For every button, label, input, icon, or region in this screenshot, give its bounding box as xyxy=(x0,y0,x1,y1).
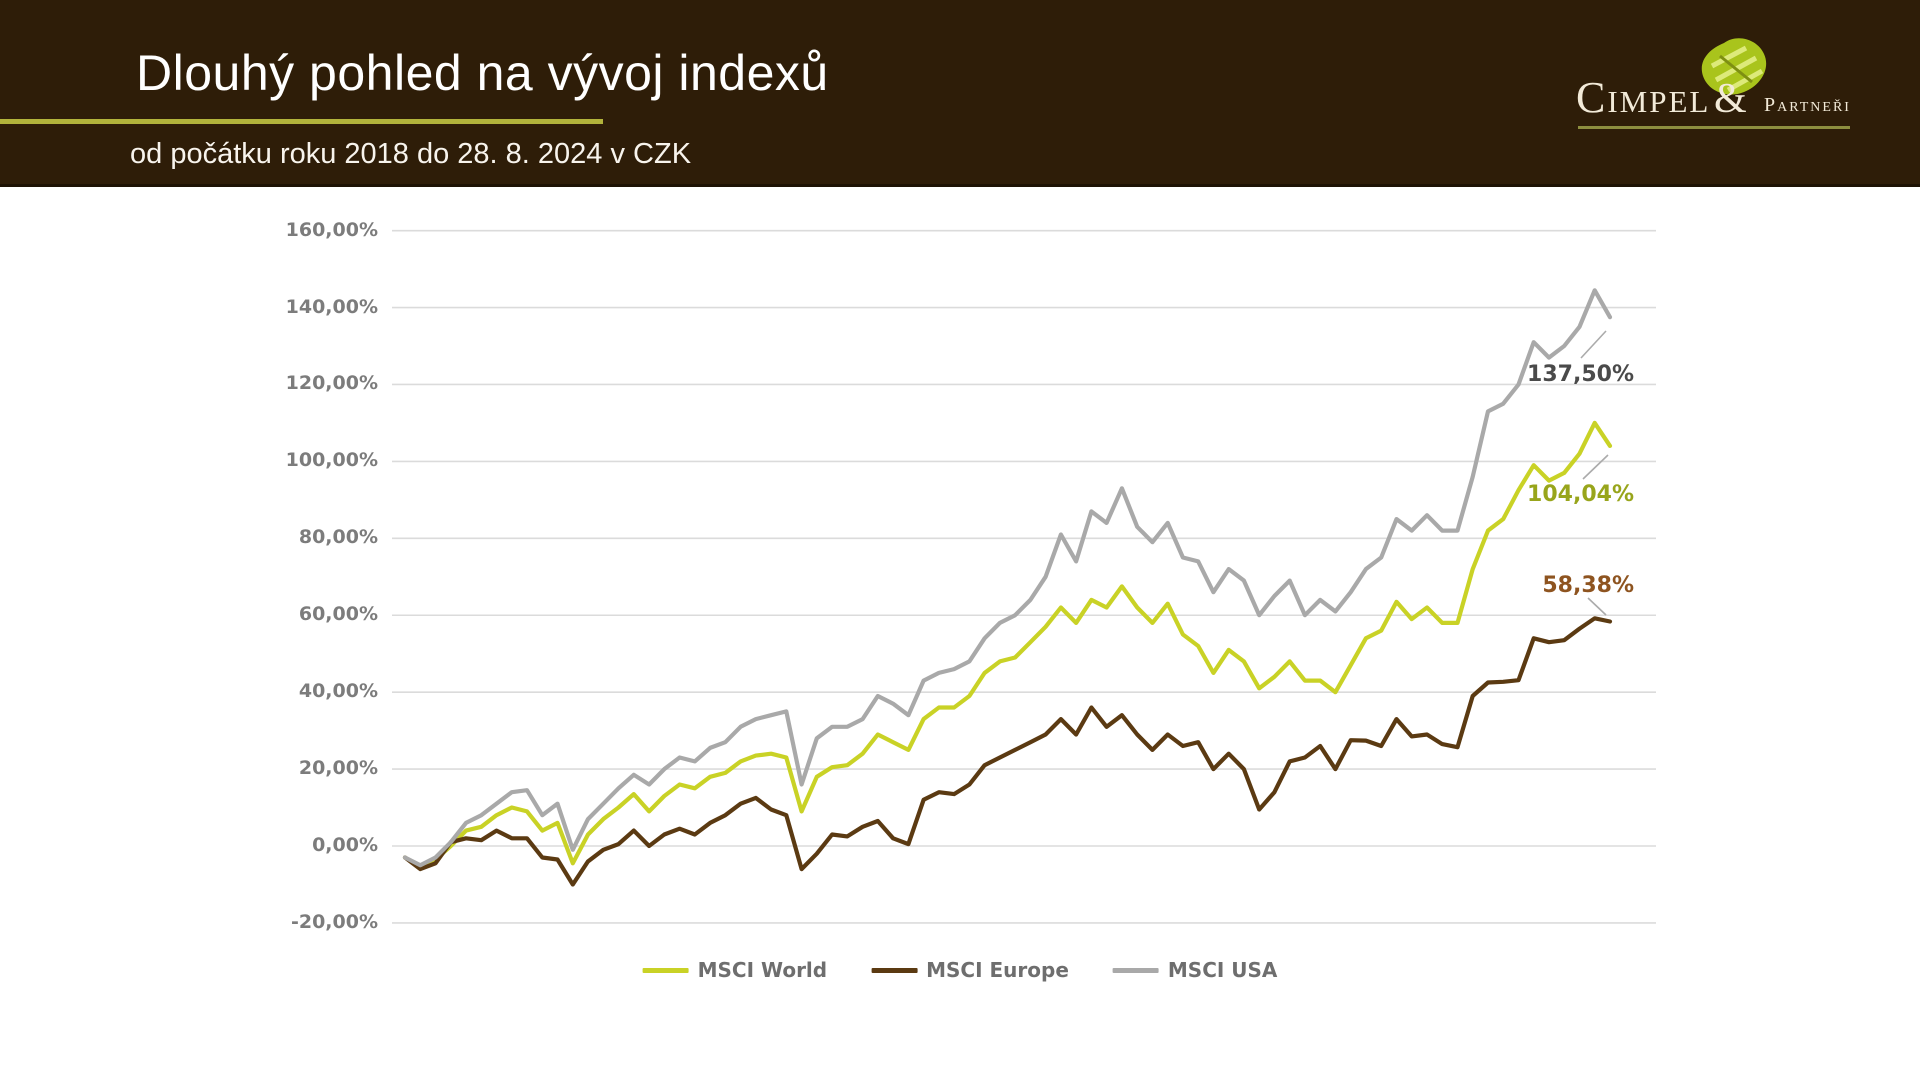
y-tick-label: 160,00% xyxy=(285,218,378,241)
series-line-msci-europe xyxy=(402,616,1613,887)
label-leader-line xyxy=(1582,454,1609,480)
title-underline xyxy=(0,119,603,124)
y-tick-label: 60,00% xyxy=(298,603,378,626)
logo-ampersand: & xyxy=(1714,76,1747,122)
legend-item-msci-world: MSCI World xyxy=(642,958,828,982)
msci-europe-swatch xyxy=(871,967,918,973)
msci-world-label: MSCI World xyxy=(697,958,828,982)
company-logo: Cimpel & Partneři xyxy=(1576,38,1861,133)
msci-europe-label: MSCI Europe xyxy=(926,958,1069,982)
logo-name: Cimpel xyxy=(1576,73,1711,122)
label-leader-line xyxy=(1580,330,1607,359)
legend-item-msci-europe: MSCI Europe xyxy=(871,958,1069,982)
page-title: Dlouhý pohled na vývoj indexů xyxy=(136,45,829,101)
y-tick-label: 40,00% xyxy=(298,680,378,703)
page-subtitle: od počátku roku 2018 do 28. 8. 2024 v CZ… xyxy=(130,138,692,170)
header-bar: Dlouhý pohled na vývoj indexů od počátku… xyxy=(0,0,1920,187)
end-label-msci-usa: 137,50% xyxy=(1527,362,1634,387)
logo-underline xyxy=(1578,126,1850,129)
series-line-msci-usa xyxy=(402,288,1613,868)
end-label-msci-world: 104,04% xyxy=(1527,482,1634,507)
msci-usa-swatch xyxy=(1112,967,1159,973)
legend-item-msci-usa: MSCI USA xyxy=(1112,958,1278,982)
msci-usa-label: MSCI USA xyxy=(1167,958,1278,982)
y-tick-label: 140,00% xyxy=(285,295,378,318)
logo-subname: Partneři xyxy=(1764,94,1851,116)
end-label-msci-europe: 58,38% xyxy=(1542,573,1634,598)
msci-world-swatch xyxy=(642,967,689,973)
chart-legend: MSCI World MSCI Europe MSCI USA xyxy=(642,958,1278,982)
logo-tree-icon xyxy=(1701,38,1767,95)
series-line-msci-world xyxy=(402,420,1613,870)
y-tick-label: 80,00% xyxy=(298,526,378,549)
y-tick-label: 100,00% xyxy=(285,449,378,472)
y-tick-label: 0,00% xyxy=(312,834,378,856)
y-tick-label: -20,00% xyxy=(290,910,378,933)
y-tick-label: 20,00% xyxy=(298,757,378,780)
y-tick-label: 120,00% xyxy=(285,372,378,395)
label-leader-line xyxy=(1587,597,1607,616)
